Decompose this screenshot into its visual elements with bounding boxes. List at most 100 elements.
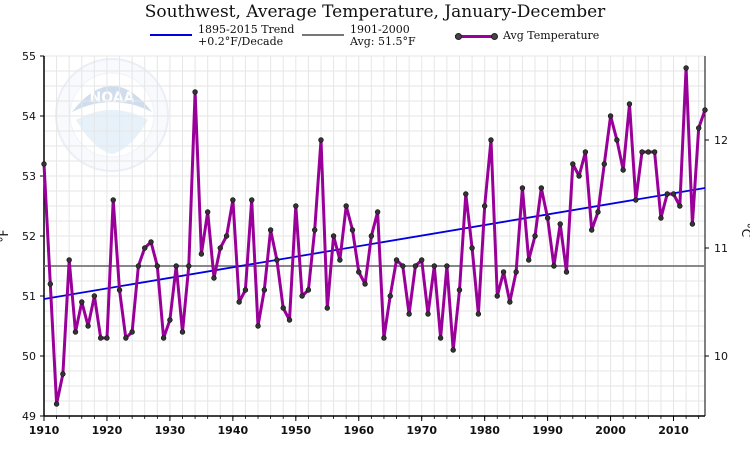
- avg-temperature-point: [324, 305, 330, 311]
- legend-normal: 1901-2000 Avg: 51.5°F: [302, 24, 442, 50]
- avg-temperature-point: [198, 251, 205, 257]
- x-tick-label: 1910: [29, 424, 60, 437]
- avg-temperature-point: [116, 287, 123, 293]
- avg-temperature-point: [41, 161, 47, 167]
- avg-temperature-point: [481, 203, 488, 209]
- avg-temperature-point: [217, 245, 223, 251]
- avg-temperature-point: [488, 137, 494, 143]
- avg-temperature-point: [563, 269, 570, 275]
- avg-temperature-point: [154, 263, 161, 269]
- avg-temperature-point: [204, 209, 211, 215]
- noaa-logo-text: NOAA: [90, 90, 135, 106]
- avg-temperature-point: [299, 293, 305, 299]
- legend-trend-line1: 1895-2015 Trend: [198, 23, 295, 36]
- avg-temperature-point: [664, 191, 670, 197]
- avg-temperature-point: [677, 203, 683, 209]
- avg-temperature-point: [519, 185, 526, 191]
- avg-temperature-point: [494, 293, 500, 299]
- x-tick-label: 1970: [406, 424, 437, 437]
- avg-temperature-point: [142, 245, 148, 251]
- x-tick-label: 1980: [469, 424, 500, 437]
- avg-temperature-point: [85, 323, 91, 329]
- y2-tick-label: 11: [714, 242, 728, 255]
- avg-temperature-point: [601, 161, 607, 167]
- avg-temperature-point: [79, 299, 85, 305]
- avg-temperature-point: [437, 335, 444, 341]
- avg-temperature-point: [444, 263, 450, 269]
- avg-temperature-point: [500, 269, 507, 275]
- avg-temperature-point: [614, 137, 620, 143]
- avg-temperature-point: [160, 335, 167, 341]
- avg-temperature-point: [557, 221, 563, 227]
- y2-tick-label: 12: [714, 134, 728, 147]
- x-tick-label: 1960: [343, 424, 374, 437]
- avg-temperature-point: [595, 209, 601, 215]
- avg-temperature-point: [129, 329, 135, 335]
- avg-temperature-point: [651, 149, 658, 155]
- avg-temperature-point: [412, 263, 419, 269]
- avg-temperature-point: [330, 233, 337, 239]
- avg-temperature-point: [368, 233, 375, 239]
- avg-temperature-point: [167, 317, 173, 323]
- avg-temperature-point: [689, 221, 696, 227]
- avg-temperature-point: [419, 257, 425, 263]
- x-tick-label: 1990: [532, 424, 563, 437]
- axes-layer: 1910 1920 1930 1940 1950 1960 1970 1980 1990 2000…: [0, 50, 750, 437]
- avg-temperature-point: [135, 263, 142, 269]
- avg-temperature-point: [658, 215, 664, 221]
- avg-temperature-point: [230, 197, 236, 203]
- avg-temperature-point: [349, 227, 356, 233]
- legend-trend: 1895-2015 Trend +0.2°F/Decade: [150, 24, 300, 50]
- avg-temperature-point: [280, 305, 286, 311]
- x-tick-label: 1920: [92, 424, 123, 437]
- noaa-logo: NOAA: [55, 58, 169, 172]
- avg-temperature-point: [469, 245, 475, 251]
- avg-temperature-point: [104, 335, 110, 341]
- legend-trend-line2: +0.2°F/Decade: [198, 35, 284, 48]
- avg-temperature-point: [53, 401, 60, 407]
- avg-temperature-point: [305, 287, 312, 293]
- legend-trend-swatch: [150, 34, 192, 36]
- y-tick-label: 54: [22, 110, 36, 123]
- avg-temperature-point: [425, 311, 431, 317]
- avg-temperature-point: [639, 149, 645, 155]
- avg-temperature-point: [343, 203, 349, 209]
- avg-temperature-point: [513, 269, 519, 275]
- avg-temperature-point: [526, 257, 532, 263]
- legend-normal-swatch: [302, 34, 344, 36]
- avg-temperature-point: [179, 329, 186, 335]
- avg-temperature-point: [255, 323, 261, 329]
- x-tick-label: 2010: [658, 424, 689, 437]
- avg-temperature-point: [381, 335, 387, 341]
- avg-temperature-point: [551, 263, 557, 269]
- avg-temperature-point: [286, 317, 293, 323]
- avg-temperature-point: [47, 281, 53, 287]
- avg-temperature-point: [683, 65, 689, 71]
- avg-temperature-point: [406, 311, 412, 317]
- avg-temperature-point: [570, 161, 576, 167]
- series-layer: [41, 65, 708, 407]
- y-tick-label: 49: [22, 410, 36, 423]
- avg-temperature-point: [97, 335, 104, 341]
- y-tick-label: 55: [22, 50, 36, 63]
- avg-temperature-point: [293, 203, 299, 209]
- avg-temperature-point: [337, 257, 343, 263]
- avg-temperature-point: [123, 335, 129, 341]
- legend-avg-swatch: [455, 35, 497, 38]
- avg-temperature-point: [645, 149, 652, 155]
- avg-temperature-point: [670, 191, 677, 197]
- y-tick-label: 53: [22, 170, 36, 183]
- legend-normal-text: 1901-2000 Avg: 51.5°F: [350, 24, 416, 48]
- avg-temperature-point: [311, 227, 318, 233]
- avg-temperature-point: [450, 347, 456, 353]
- avg-temperature-point: [148, 239, 154, 245]
- avg-temperature-point: [192, 89, 198, 95]
- legend-avg-label: Avg Temperature: [503, 29, 600, 42]
- legend-avg: Avg Temperature: [455, 24, 605, 50]
- avg-temperature-point: [318, 137, 324, 143]
- avg-temperature-point: [544, 215, 551, 221]
- avg-temperature-point: [362, 281, 368, 287]
- avg-temperature-point: [356, 269, 362, 275]
- avg-temperature-point: [456, 287, 463, 293]
